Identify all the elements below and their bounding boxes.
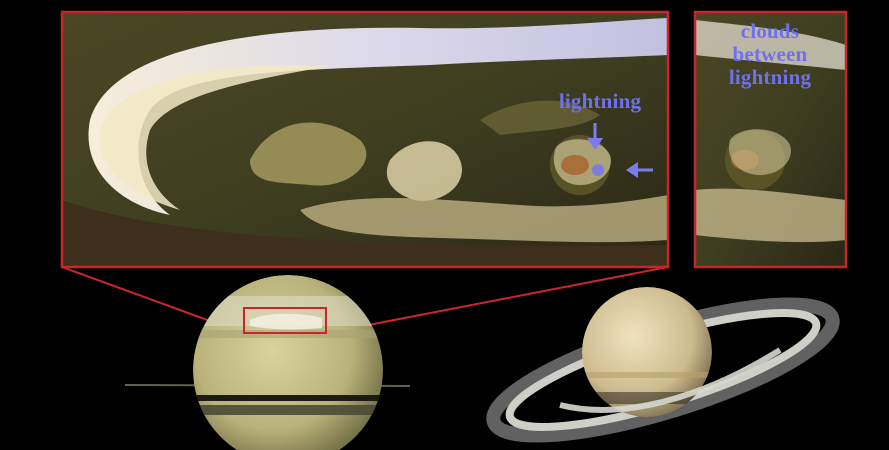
storm-closeup-panel — [60, 10, 670, 269]
clouds-between-lightning-panel — [693, 10, 848, 269]
saturn-with-storm — [124, 275, 411, 450]
clouds-between-lightning-label: clouds between lightning — [700, 20, 840, 89]
clouds-label-line-3: lightning — [728, 65, 812, 89]
clouds-label-line-1: clouds — [740, 19, 800, 43]
lightning-label: lightning — [558, 89, 642, 113]
saturn-ringed-view — [486, 287, 840, 443]
clouds-label-line-2: between — [732, 42, 808, 66]
lightning-arrows — [587, 123, 653, 178]
